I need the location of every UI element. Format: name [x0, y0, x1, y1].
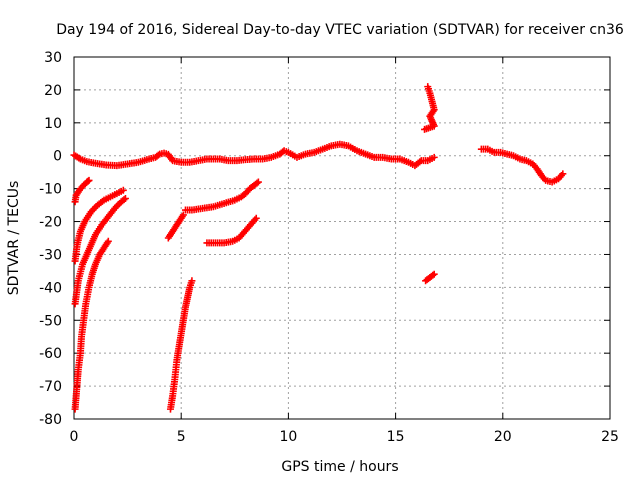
- chart-title: Day 194 of 2016, Sidereal Day-to-day VTE…: [56, 22, 624, 38]
- series-band-c: [71, 195, 129, 308]
- x-tick-label: 25: [601, 429, 619, 445]
- x-tick-label: 5: [177, 429, 186, 445]
- data-point: [188, 277, 196, 285]
- data-points: [70, 83, 567, 413]
- axis-ticks: -80 -70 -60 -50 -40 -30 -20 -10 0 10 20 30 0 5 10 15 20 2…: [39, 50, 619, 445]
- data-point: [179, 211, 187, 219]
- y-tick-label: -10: [39, 182, 62, 198]
- data-point: [429, 271, 437, 279]
- y-tick-label: -40: [39, 280, 62, 296]
- series-band-e: [164, 211, 187, 242]
- series-band-19-23: [477, 145, 567, 186]
- data-point: [121, 195, 129, 203]
- series-band-b: [71, 186, 127, 265]
- y-axis-label: SDTVAR / TECUs: [6, 181, 22, 296]
- data-point: [430, 270, 438, 278]
- series-band-h: [166, 277, 196, 413]
- data-point: [104, 237, 112, 245]
- y-tick-label: 30: [44, 50, 62, 66]
- y-tick-label: -50: [39, 313, 62, 329]
- series-main-band: [70, 140, 438, 170]
- data-point: [119, 186, 127, 194]
- data-point: [559, 170, 567, 178]
- series-band-d: [71, 237, 112, 413]
- series-spike-16.6: [421, 83, 438, 133]
- plot-frame: [73, 56, 611, 420]
- x-tick-label: 20: [494, 429, 512, 445]
- data-point: [252, 214, 260, 222]
- series-band-16.7-low: [422, 270, 438, 285]
- y-tick-label: -30: [39, 247, 62, 263]
- series-band-f: [181, 178, 262, 214]
- x-axis-label: GPS time / hours: [281, 459, 398, 475]
- data-point: [84, 177, 92, 185]
- y-tick-label: -20: [39, 215, 62, 231]
- y-tick-label: -70: [39, 379, 62, 395]
- data-point: [254, 178, 262, 186]
- y-tick-label: 10: [44, 116, 62, 132]
- series-band-g: [203, 214, 260, 247]
- x-tick-label: 10: [279, 429, 297, 445]
- data-point: [154, 151, 162, 159]
- y-tick-label: -60: [39, 346, 62, 362]
- grid-lines: [74, 57, 610, 419]
- data-point: [253, 179, 261, 187]
- data-point: [85, 176, 93, 184]
- y-tick-label: 20: [44, 83, 62, 99]
- series-band-a: [71, 176, 93, 206]
- x-tick-label: 0: [70, 429, 79, 445]
- data-point: [430, 153, 438, 161]
- y-tick-label: -80: [39, 412, 62, 428]
- x-tick-label: 15: [387, 429, 405, 445]
- y-tick-label: 0: [53, 149, 62, 165]
- data-point: [421, 125, 429, 133]
- data-point: [120, 196, 128, 204]
